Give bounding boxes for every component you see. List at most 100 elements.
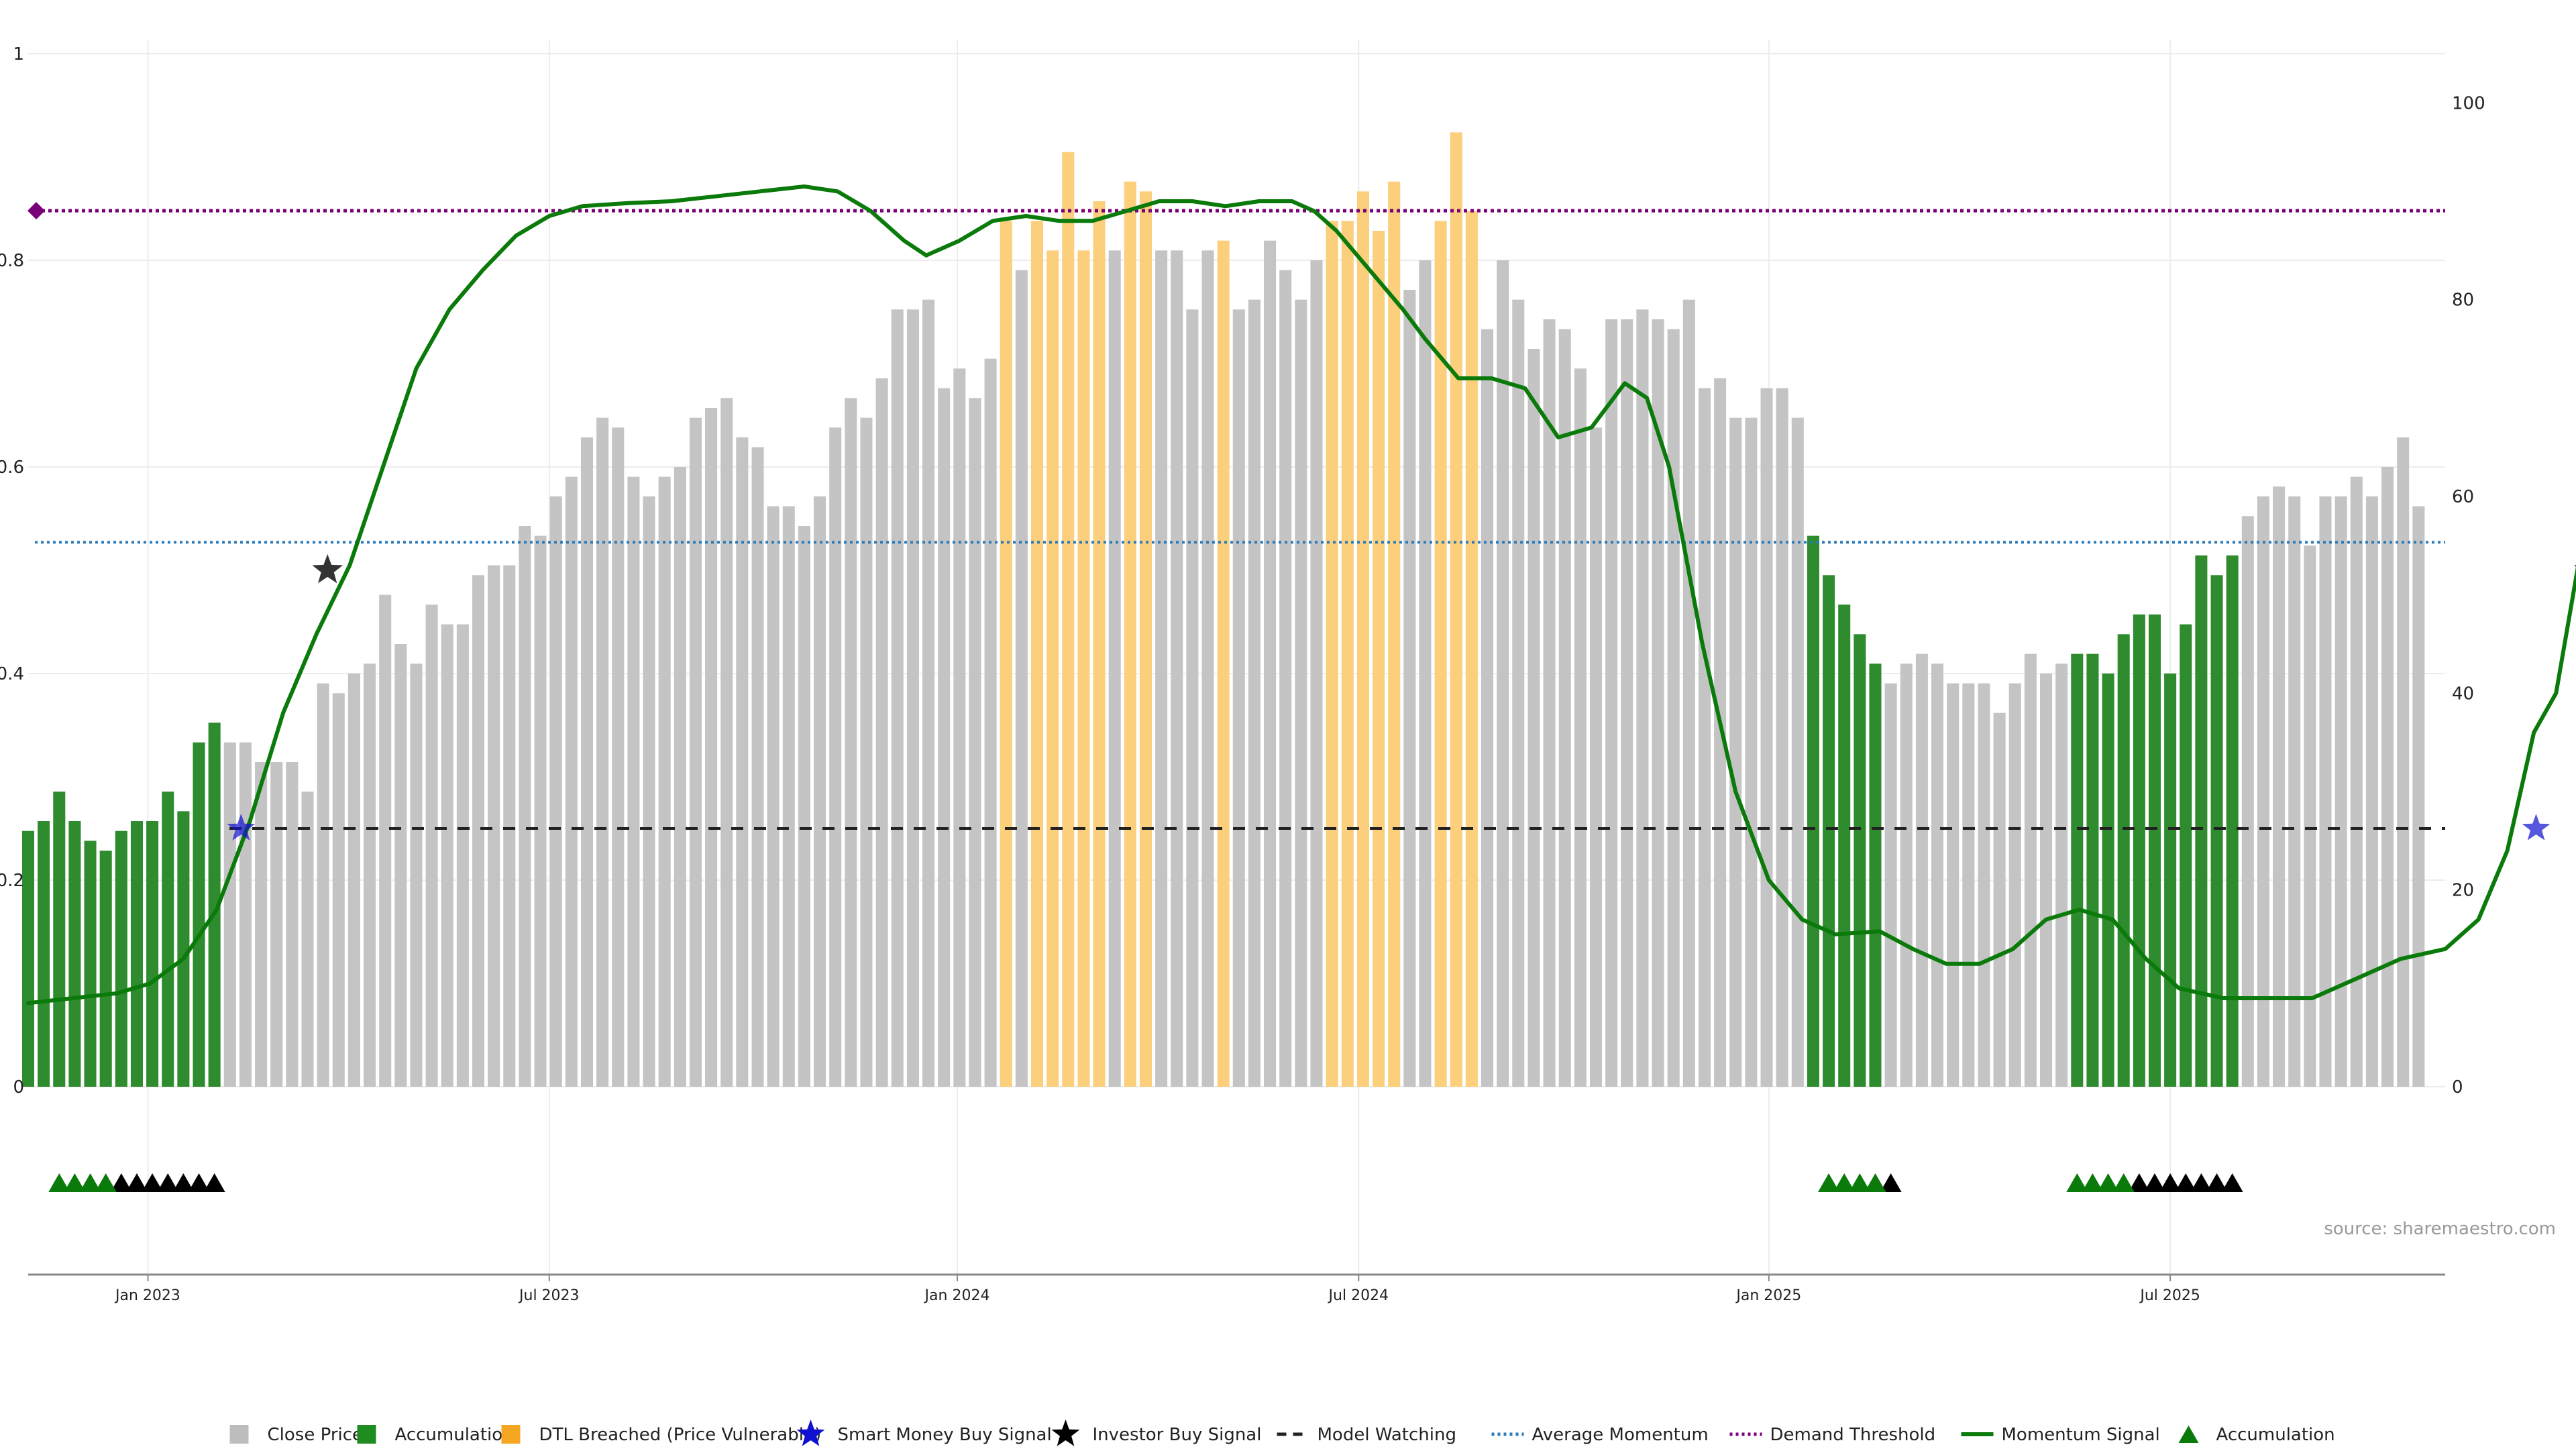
price-bar (1947, 683, 1960, 1087)
legend-swatch (229, 1425, 249, 1444)
right-axis-tick-label: 100 (2452, 93, 2485, 113)
price-bar (208, 722, 221, 1087)
accumulation-marker-black (172, 1173, 195, 1192)
price-bar (425, 604, 438, 1087)
price-bar (1077, 250, 1090, 1087)
price-bar (1698, 388, 1711, 1087)
right-axis-tick-label: 20 (2452, 881, 2474, 901)
price-bar (223, 742, 236, 1087)
price-bar (1589, 427, 1603, 1087)
price-bar (1807, 535, 1819, 1087)
price-bar (1558, 329, 1571, 1087)
accumulation-marker-black (157, 1173, 179, 1192)
price-bar (1264, 240, 1277, 1087)
price-bar (1605, 319, 1618, 1087)
price-bar (488, 565, 500, 1087)
accumulation-marker-black (2143, 1173, 2165, 1192)
price-bar (301, 792, 314, 1087)
legend: Close Price Accumulation DTL Breached (Pri… (229, 1419, 2335, 1446)
price-bar (1512, 299, 1525, 1087)
price-bar (2180, 624, 2192, 1087)
price-bar (969, 398, 981, 1087)
price-bar (1093, 201, 1106, 1087)
price-bar (379, 594, 392, 1087)
price-bar (1527, 349, 1540, 1087)
accumulation-marker-black (110, 1173, 132, 1192)
price-bars (21, 132, 2425, 1087)
price-bar (1248, 299, 1260, 1087)
source-label: source: sharemaestro.com (2324, 1219, 2556, 1239)
price-bar (658, 476, 671, 1087)
price-bar (1388, 181, 1401, 1087)
price-bar (1931, 663, 1944, 1087)
price-bar (1450, 132, 1462, 1087)
price-bar (984, 358, 997, 1087)
price-bar (1465, 211, 1478, 1087)
price-bar (814, 496, 826, 1087)
accumulation-marker-green (1833, 1173, 1856, 1192)
price-bar (441, 624, 453, 1087)
accumulation-marker-green (79, 1173, 101, 1192)
price-bar (1760, 388, 1773, 1087)
price-bar (2257, 496, 2269, 1087)
price-bar (1682, 299, 1695, 1087)
price-bar (2164, 674, 2177, 1087)
price-bar (1403, 290, 1416, 1087)
price-bar (860, 417, 873, 1087)
legend-label: DTL Breached (Price Vulnerable) (539, 1425, 822, 1445)
investor-buy-signal (312, 554, 343, 584)
price-bar (1124, 181, 1136, 1087)
price-bar (146, 821, 159, 1087)
legend-item: Close Price (229, 1425, 364, 1445)
price-bar (1419, 260, 1432, 1087)
accumulation-marker-black (1880, 1173, 1902, 1192)
price-bar (565, 476, 578, 1087)
legend-swatch (501, 1425, 521, 1444)
price-bar (347, 674, 360, 1087)
x-axis-tick-label: Jul 2024 (1328, 1287, 1389, 1304)
price-bar (798, 526, 810, 1087)
price-bar (394, 644, 407, 1087)
price-bar (53, 792, 66, 1087)
x-axis-tick-label: Jan 2024 (924, 1287, 990, 1304)
price-bar (2102, 674, 2114, 1087)
price-bar (1791, 417, 1804, 1087)
accumulation-marker-green (2112, 1173, 2135, 1192)
price-bar (410, 663, 423, 1087)
price-bar (1854, 634, 1866, 1087)
price-bar (596, 417, 609, 1087)
price-bar (1884, 683, 1897, 1087)
price-bar (1279, 270, 1292, 1087)
legend-item: Demand Threshold (1729, 1425, 1935, 1445)
accumulation-marker-green (2097, 1173, 2119, 1192)
investor-buy-signal (2574, 565, 2576, 567)
price-bar (84, 841, 97, 1087)
price-bar (1962, 683, 1975, 1087)
price-bar (1326, 221, 1338, 1087)
price-bar (938, 388, 951, 1087)
price-bar (2241, 516, 2254, 1087)
price-bar (891, 309, 904, 1087)
demand-threshold-marker (28, 202, 45, 220)
accumulation-marker-green (1849, 1173, 1871, 1192)
price-bar (736, 437, 749, 1087)
price-bar (332, 693, 345, 1087)
legend-item: DTL Breached (Price Vulnerable) (501, 1425, 822, 1445)
accumulation-marker-black (2128, 1173, 2150, 1192)
price-bar (2195, 555, 2208, 1087)
price-bar (2288, 496, 2301, 1087)
price-bar (1745, 417, 1758, 1087)
price-bar (270, 762, 283, 1087)
accumulation-marker-green (1818, 1173, 1840, 1192)
price-bar (2148, 614, 2161, 1087)
price-bar (2039, 674, 2053, 1087)
price-bar (38, 821, 50, 1087)
price-bar (1838, 604, 1851, 1087)
price-bar (1543, 319, 1556, 1087)
price-bar (1776, 388, 1788, 1087)
price-bar (456, 624, 469, 1087)
accumulation-markers (48, 1173, 2243, 1192)
price-bar (162, 792, 174, 1087)
legend-label: Close Price (268, 1425, 364, 1445)
price-bar (2086, 653, 2099, 1087)
